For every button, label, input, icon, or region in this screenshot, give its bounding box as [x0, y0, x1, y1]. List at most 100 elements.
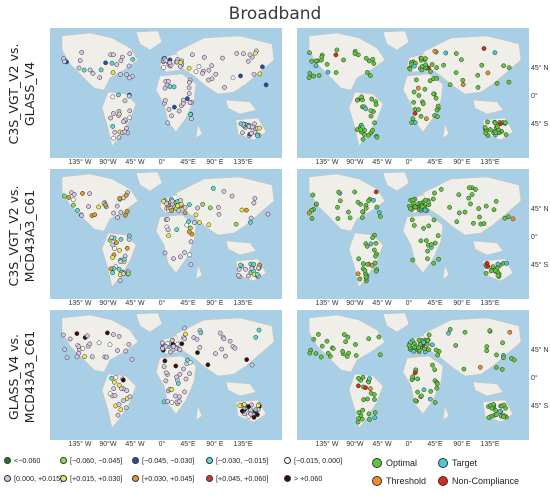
station-marker: [431, 91, 436, 97]
station-marker: [377, 352, 383, 358]
station-marker: [333, 70, 339, 75]
station-marker: [481, 221, 487, 226]
station-marker: [176, 108, 182, 114]
station-marker: [163, 378, 169, 384]
station-marker: [184, 222, 190, 228]
station-marker: [479, 62, 485, 68]
station-marker: [374, 204, 380, 210]
station-marker: [432, 190, 437, 196]
station-marker: [159, 340, 165, 346]
station-marker: [246, 404, 251, 409]
station-marker: [197, 345, 203, 350]
station-marker: [501, 402, 507, 408]
station-marker: [497, 409, 503, 414]
station-marker: [431, 217, 437, 223]
station-marker: [368, 108, 374, 114]
legend-compliance-item: Target: [438, 458, 477, 468]
station-marker: [371, 247, 377, 253]
station-marker: [432, 240, 438, 246]
station-marker: [319, 57, 324, 63]
station-marker: [347, 215, 353, 221]
station-marker: [118, 259, 124, 265]
station-marker: [416, 345, 421, 351]
station-marker: [257, 125, 262, 131]
station-marker: [503, 132, 509, 137]
station-marker: [367, 376, 372, 381]
station-marker: [256, 265, 261, 271]
station-marker: [335, 216, 341, 221]
station-marker: [371, 197, 376, 203]
station-marker: [104, 354, 110, 360]
legend-swatch: [284, 457, 291, 464]
legend-bias-item: > +0.060: [284, 474, 322, 483]
station-marker: [192, 220, 197, 225]
station-marker: [421, 339, 426, 345]
station-marker: [130, 57, 136, 62]
station-marker: [223, 353, 228, 359]
station-marker: [499, 367, 505, 372]
station-marker: [173, 363, 179, 369]
station-marker: [367, 73, 373, 78]
station-marker: [433, 347, 439, 353]
station-marker: [365, 262, 370, 267]
station-marker: [454, 219, 460, 225]
station-marker: [357, 276, 363, 282]
station-marker: [462, 329, 468, 335]
station-marker: [112, 246, 117, 251]
station-marker: [198, 330, 204, 336]
longitude-label: 135°E: [233, 441, 253, 448]
station-marker: [343, 339, 348, 345]
station-marker: [359, 94, 364, 100]
station-marker: [425, 256, 430, 262]
station-marker: [87, 191, 92, 196]
station-marker: [377, 214, 383, 219]
station-marker: [370, 57, 376, 62]
station-marker: [311, 73, 316, 79]
station-marker: [182, 325, 187, 331]
station-marker: [407, 206, 413, 211]
legend-swatch: [206, 457, 213, 464]
station-marker: [245, 58, 251, 64]
station-marker: [182, 336, 187, 342]
station-marker: [433, 95, 439, 101]
landmass: [442, 263, 450, 280]
station-marker: [423, 197, 428, 203]
station-marker: [110, 255, 115, 260]
station-marker: [481, 46, 487, 51]
station-marker: [169, 337, 175, 343]
legend-swatch: [438, 476, 448, 486]
world-map: [50, 28, 282, 158]
station-marker: [175, 203, 181, 209]
station-marker: [160, 346, 165, 351]
station-marker: [116, 92, 121, 98]
station-marker: [165, 216, 170, 222]
map-panel-3-compliance: [297, 310, 529, 440]
station-marker: [76, 65, 82, 71]
station-marker: [412, 370, 418, 376]
station-marker: [483, 270, 489, 276]
station-marker: [62, 59, 67, 64]
station-marker: [197, 220, 202, 225]
station-marker: [189, 116, 194, 122]
station-marker: [236, 267, 242, 272]
station-marker: [307, 50, 312, 56]
landmass: [472, 381, 504, 397]
station-marker: [82, 354, 87, 360]
longitude-label: 45°E: [180, 159, 196, 166]
legend-bias-item: [−0.045, −0.030]: [132, 456, 194, 465]
station-marker: [124, 72, 130, 78]
station-marker: [483, 130, 489, 136]
station-marker: [77, 58, 83, 63]
longitude-label: 45°E: [427, 300, 443, 307]
station-marker: [121, 398, 126, 403]
legend-label: [+0.045, +0.060]: [216, 474, 269, 483]
legend-swatch: [4, 475, 11, 482]
station-marker: [181, 366, 186, 372]
station-marker: [182, 389, 187, 395]
station-marker: [237, 403, 243, 408]
station-marker: [447, 327, 453, 332]
station-marker: [491, 207, 497, 213]
station-marker: [162, 358, 168, 364]
station-marker: [447, 82, 453, 88]
station-marker: [79, 50, 85, 55]
